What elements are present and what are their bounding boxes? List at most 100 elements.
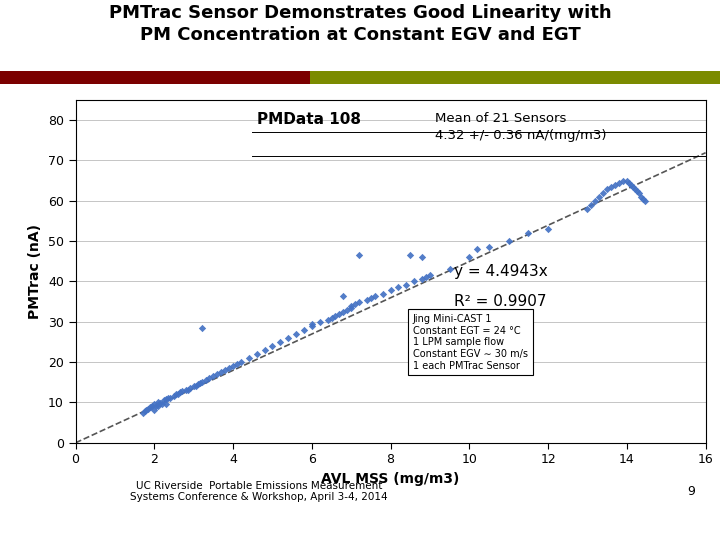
Point [585, 200, 597, 209]
Point [298, 326, 310, 334]
Point [158, 396, 170, 405]
Point [542, 225, 554, 233]
Point [147, 402, 158, 411]
Point [416, 275, 428, 284]
Point [184, 384, 196, 393]
Point [153, 397, 164, 406]
Point [168, 392, 180, 401]
Point [196, 378, 207, 387]
Point [346, 301, 357, 310]
Point [400, 281, 412, 290]
Point [251, 350, 263, 359]
Point [354, 298, 365, 306]
Point [598, 188, 609, 197]
Text: Mean of 21 Sensors
4.32 +/- 0.36 nA/(mg/m3): Mean of 21 Sensors 4.32 +/- 0.36 nA/(mg/… [435, 112, 606, 142]
Point [231, 360, 243, 368]
Point [145, 403, 156, 411]
Point [215, 368, 227, 376]
Point [243, 354, 255, 362]
Point [174, 388, 186, 397]
Point [503, 237, 515, 245]
Point [235, 358, 247, 367]
Point [631, 186, 642, 195]
Point [408, 277, 420, 286]
Text: 9: 9 [687, 485, 695, 498]
Point [590, 197, 601, 205]
Point [156, 400, 168, 409]
Point [617, 176, 629, 185]
Point [188, 382, 199, 390]
Point [420, 273, 432, 282]
Point [346, 303, 357, 312]
Point [637, 194, 649, 203]
Point [290, 329, 302, 338]
Point [155, 399, 166, 408]
Point [354, 251, 365, 260]
Point [330, 312, 341, 320]
Point [170, 390, 181, 399]
Point [199, 376, 211, 384]
X-axis label: AVL MSS (mg/m3): AVL MSS (mg/m3) [321, 472, 460, 486]
Point [606, 183, 617, 191]
Point [143, 404, 154, 413]
Point [609, 180, 621, 189]
Point [369, 291, 381, 300]
Point [629, 184, 641, 193]
Point [483, 243, 495, 252]
Point [444, 265, 456, 274]
Text: y = 4.4943x: y = 4.4943x [454, 265, 547, 280]
Point [204, 374, 215, 382]
Point [365, 293, 377, 302]
Point [223, 364, 235, 373]
Point [196, 323, 207, 332]
Point [163, 393, 174, 402]
Point [621, 176, 633, 185]
Point [150, 401, 162, 410]
Text: PMTrac Sensor Demonstrates Good Linearity with
PM Concentration at Constant EGV : PMTrac Sensor Demonstrates Good Linearit… [109, 4, 611, 44]
Point [161, 395, 172, 403]
Point [623, 178, 634, 187]
Point [472, 245, 483, 253]
Point [306, 320, 318, 328]
Point [148, 406, 160, 414]
Point [424, 271, 436, 280]
Point [625, 180, 636, 189]
Point [153, 402, 164, 411]
Point [164, 394, 176, 403]
Text: PMData 108: PMData 108 [257, 112, 361, 127]
Point [306, 321, 318, 330]
Point [172, 389, 184, 398]
Point [182, 385, 194, 394]
Text: Jing Mini-CAST 1
Constant EGT = 24 °C
1 LPM sample flow
Constant EGV ∼ 30 m/s
1 : Jing Mini-CAST 1 Constant EGT = 24 °C 1 … [413, 314, 528, 370]
Point [392, 283, 404, 292]
Point [282, 334, 294, 342]
Point [361, 295, 373, 304]
Point [190, 381, 202, 390]
Point [601, 184, 613, 193]
Point [385, 285, 397, 294]
Point [627, 183, 639, 191]
Point [333, 309, 345, 318]
Point [274, 338, 286, 346]
Bar [310, 71, 720, 84]
Point [207, 372, 219, 381]
Point [259, 346, 271, 354]
Y-axis label: PMTrac (nA): PMTrac (nA) [28, 224, 42, 319]
Point [180, 386, 192, 395]
Point [192, 380, 204, 389]
Point [139, 407, 150, 416]
Point [349, 299, 361, 308]
Point [582, 205, 593, 213]
Bar [0, 71, 310, 84]
Point [464, 253, 475, 261]
Point [416, 253, 428, 261]
Point [613, 178, 625, 187]
Point [325, 313, 337, 322]
Point [137, 408, 148, 417]
Point [212, 370, 223, 379]
Text: R² = 0.9907: R² = 0.9907 [454, 294, 546, 309]
Point [148, 400, 160, 409]
Point [140, 406, 152, 414]
Point [266, 342, 278, 350]
Point [338, 307, 349, 316]
